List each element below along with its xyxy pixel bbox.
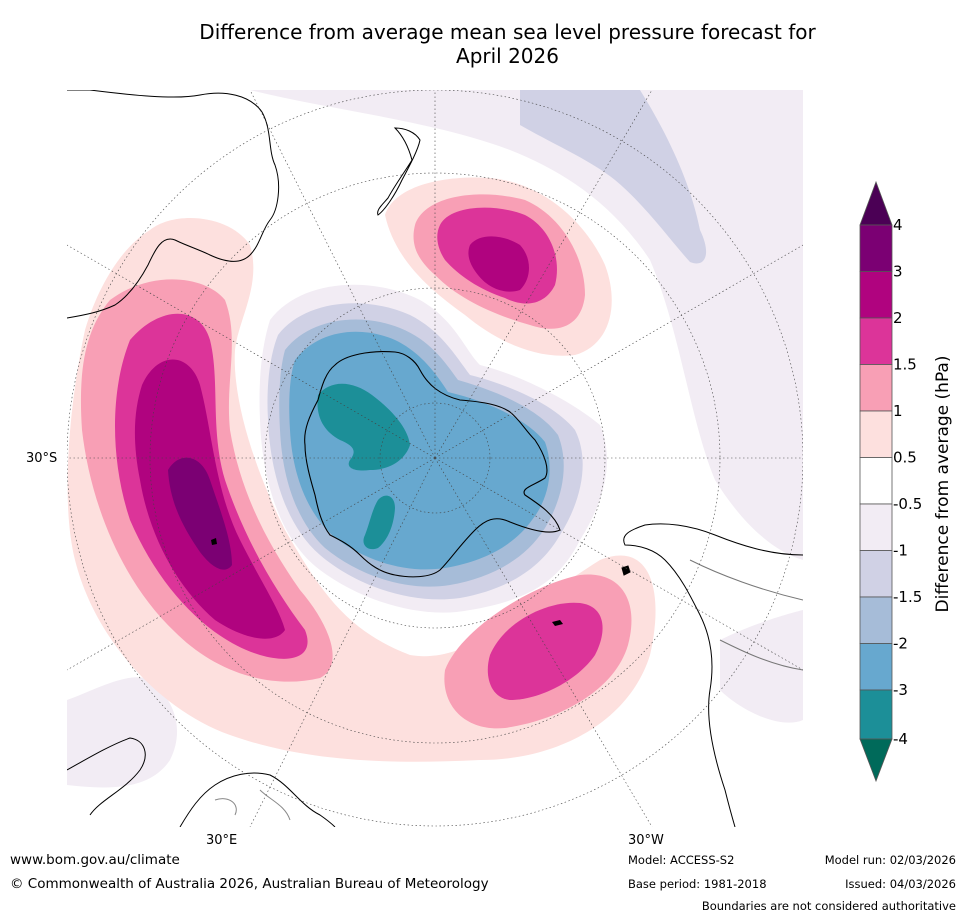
africa-coastline <box>67 737 336 827</box>
footer-disclaimer: Boundaries are not considered authoritat… <box>701 899 956 913</box>
footer-copyright: © Commonwealth of Australia 2026, Austra… <box>10 876 489 892</box>
anomaly-pos15-south <box>487 602 603 700</box>
colorbar-bin-neg3-to-neg4 <box>859 689 893 740</box>
colorbar-bin-neg0.5-to-neg1 <box>859 503 893 551</box>
chart-title: Difference from average mean sea level p… <box>100 20 915 68</box>
anomaly-pos2-north <box>468 236 529 292</box>
colorbar-tick: -1.5 <box>893 588 922 606</box>
colorbar-bin-2-to-3 <box>859 271 893 319</box>
colorbar-bin-above-4 <box>859 180 893 226</box>
title-line-1: Difference from average mean sea level p… <box>199 20 816 44</box>
footer-model-run: Model run: 02/03/2026 <box>824 853 956 867</box>
footer-base-period: Base period: 1981-2018 <box>628 877 767 891</box>
south-america-coastline <box>623 523 803 827</box>
colorbar <box>859 180 893 783</box>
footer-model: Model: ACCESS-S2 <box>628 853 735 867</box>
colorbar-bin-neg1-to-neg1.5 <box>859 550 893 598</box>
colorbar-tick: 2 <box>893 309 903 327</box>
colorbar-tick: -3 <box>893 681 908 699</box>
falklands-coastline <box>621 565 631 576</box>
colorbar-ticks: 4 3 2 1.5 1 0.5 -0.5 -1 -1.5 -2 -3 -4 <box>893 216 922 748</box>
footer-website: www.bom.gov.au/climate <box>10 852 180 868</box>
colorbar-bin-1.5-to-2 <box>859 317 893 365</box>
south-georgia-island <box>552 620 563 626</box>
anomaly-neg1-north <box>520 90 707 264</box>
colorbar-tick: -2 <box>893 635 908 653</box>
anomaly-neg05-east <box>720 610 803 723</box>
colorbar-tick: -0.5 <box>893 495 922 513</box>
colorbar-tick: 4 <box>893 216 903 234</box>
longitude-label-30e: 30°E <box>206 833 238 848</box>
colorbar-tick: 1.5 <box>893 356 917 374</box>
colorbar-label: Difference from average (hPa) <box>933 356 953 613</box>
latitude-label-30s: 30°S <box>26 451 58 466</box>
australia-coastline <box>67 90 280 319</box>
anomaly-neg3-polar-2 <box>363 495 395 550</box>
map-panel <box>67 90 803 827</box>
colorbar-tick: 3 <box>893 263 903 281</box>
africa-border <box>214 789 291 821</box>
anomaly-neg3-polar-1 <box>317 383 410 471</box>
anomaly-neg05-southwest <box>67 677 178 788</box>
colorbar-tick: -4 <box>893 730 908 748</box>
colorbar-bin-3-to-4 <box>859 224 893 272</box>
colorbar-bin-neg1.5-to-neg2 <box>859 596 893 644</box>
kerguelen-island <box>211 538 217 545</box>
colorbar-bin-below-neg4 <box>859 738 893 783</box>
longitude-label-30w: 30°W <box>628 833 664 848</box>
colorbar-bin-1-to-1.5 <box>859 364 893 412</box>
colorbar-tick: 1 <box>893 402 903 420</box>
graticule <box>67 90 803 827</box>
colorbar-tick: 0.5 <box>893 449 917 467</box>
colorbar-tick: -1 <box>893 542 908 560</box>
south-america-border <box>689 559 803 671</box>
colorbar-bin-neutral <box>859 457 893 505</box>
new-zealand-coastline <box>377 127 421 216</box>
antarctica-coastline <box>304 351 561 578</box>
footer-issued: Issued: 04/03/2026 <box>845 877 956 891</box>
colorbar-bin-0.5-to-1 <box>859 410 893 458</box>
title-line-2: April 2026 <box>456 44 559 68</box>
colorbar-bin-neg2-to-neg3 <box>859 643 893 691</box>
